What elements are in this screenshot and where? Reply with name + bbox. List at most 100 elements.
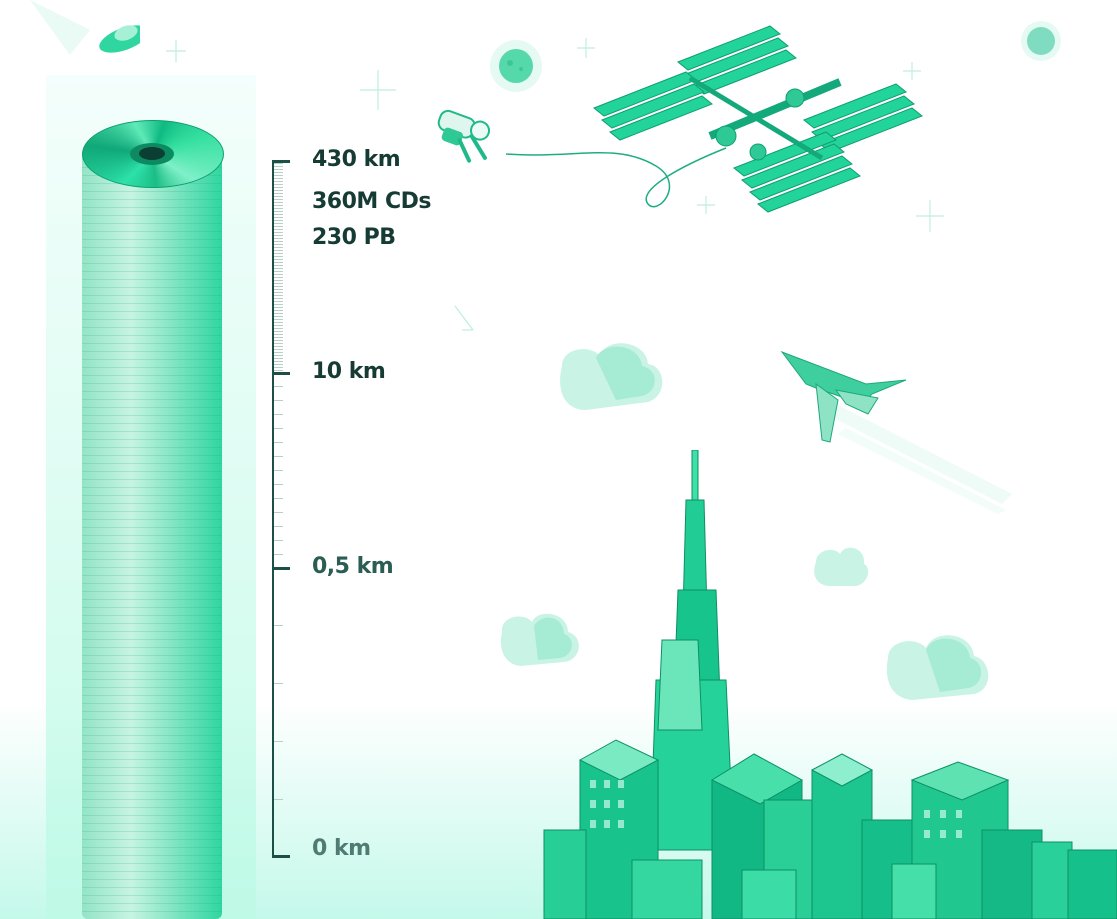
cloud-small-icon: [814, 547, 869, 586]
ruler-minor-tick: [274, 286, 283, 287]
label-10-km: 10 km: [312, 359, 386, 384]
planet-icon: [490, 40, 542, 92]
ruler-minor-tick: [274, 316, 283, 317]
ruler-minor-tick: [274, 428, 283, 429]
ruler-minor-tick: [274, 400, 283, 401]
ruler-minor-tick: [274, 175, 283, 176]
ruler-tick-0: [272, 855, 290, 858]
ruler-minor-tick: [274, 181, 283, 182]
cloud-right-icon: [886, 635, 989, 700]
ruler-minor-tick: [274, 386, 283, 387]
ruler-minor-tick: [274, 274, 283, 275]
ruler-minor-tick: [274, 211, 283, 212]
ruler-minor-tick: [274, 208, 283, 209]
ruler-minor-tick: [274, 456, 283, 457]
ruler-minor-tick: [274, 442, 283, 443]
ruler-minor-tick: [274, 322, 283, 323]
ruler-minor-tick: [274, 328, 283, 329]
ruler-minor-tick: [274, 229, 283, 230]
ruler-minor-tick: [274, 361, 283, 362]
ruler-minor-tick: [274, 367, 283, 368]
ruler-minor-tick: [274, 313, 283, 314]
ruler-minor-tick: [274, 247, 283, 248]
ruler-minor-tick: [274, 512, 283, 513]
ruler-minor-tick: [274, 346, 283, 347]
ruler-minor-tick: [274, 223, 283, 224]
ruler-minor-tick: [274, 298, 283, 299]
ruler-minor-tick: [274, 526, 283, 527]
ruler-minor-tick: [274, 220, 283, 221]
ruler-minor-tick: [274, 169, 283, 170]
cd-stack: [82, 152, 222, 919]
ruler-minor-tick: [274, 217, 283, 218]
ruler-minor-tick: [274, 187, 283, 188]
ruler-minor-tick: [274, 319, 283, 320]
ruler-minor-tick: [274, 214, 283, 215]
ruler-minor-tick: [274, 554, 283, 555]
ruler-minor-tick: [274, 256, 283, 257]
ruler-minor-tick: [274, 265, 283, 266]
ruler-minor-tick: [274, 355, 283, 356]
ruler-minor-tick: [274, 325, 283, 326]
ruler-minor-tick: [274, 283, 283, 284]
ruler-minor-tick: [274, 414, 283, 415]
ruler-minor-tick: [274, 310, 283, 311]
planet-small-icon: [1021, 21, 1061, 61]
ufo-icon: [30, 0, 140, 55]
ruler-minor-tick: [274, 196, 283, 197]
ruler-minor-tick: [274, 172, 283, 173]
ruler-minor-tick: [274, 470, 283, 471]
ruler-minor-tick: [274, 540, 283, 541]
ruler-minor-tick: [274, 238, 283, 239]
ruler-minor-tick: [274, 334, 283, 335]
ruler-minor-tick: [274, 226, 283, 227]
cloud-icon: [560, 343, 663, 410]
ruler-axis: [272, 160, 274, 858]
ruler-minor-tick: [274, 358, 283, 359]
ruler-minor-tick: [274, 250, 283, 251]
ruler-minor-tick: [274, 799, 283, 800]
ruler-minor-tick: [274, 178, 283, 179]
ruler-minor-tick: [274, 352, 283, 353]
ruler-minor-tick: [274, 193, 283, 194]
ruler-minor-tick: [274, 184, 283, 185]
cloud-left-icon: [500, 613, 579, 666]
ruler-minor-tick: [274, 625, 283, 626]
ruler-minor-tick: [274, 301, 283, 302]
ruler-minor-tick: [274, 337, 283, 338]
ruler-minor-tick: [274, 295, 283, 296]
ruler-minor-tick: [274, 232, 283, 233]
ruler-minor-tick: [274, 271, 283, 272]
ruler-minor-tick: [274, 244, 283, 245]
ruler-minor-tick: [274, 277, 283, 278]
ruler-minor-tick: [274, 741, 283, 742]
astronaut-icon: [437, 109, 727, 208]
ruler-minor-tick: [274, 349, 283, 350]
ruler-minor-tick: [274, 202, 283, 203]
ruler-minor-tick: [274, 498, 283, 499]
cd-hole: [139, 147, 165, 160]
ruler-minor-tick: [274, 289, 283, 290]
ruler-minor-tick: [274, 259, 283, 260]
ruler-tick-10: [272, 372, 290, 375]
ruler-minor-tick: [274, 364, 283, 365]
ruler-tick-430: [272, 160, 290, 163]
ruler-minor-tick: [274, 683, 283, 684]
ruler-minor-tick: [274, 343, 283, 344]
label-petabytes: 230 PB: [312, 225, 396, 250]
label-0-km: 0 km: [312, 836, 371, 861]
ruler-minor-tick: [274, 484, 283, 485]
ruler-minor-tick: [274, 370, 283, 371]
ruler-minor-tick: [274, 280, 283, 281]
ruler-tick-05: [272, 567, 290, 570]
ruler-minor-tick: [274, 199, 283, 200]
label-05-km: 0,5 km: [312, 554, 394, 579]
ruler-minor-tick: [274, 262, 283, 263]
label-cd-count: 360M CDs: [312, 189, 431, 214]
space-station-icon: [593, 25, 923, 213]
ruler-minor-tick: [274, 205, 283, 206]
ruler-minor-tick: [274, 331, 283, 332]
ruler-minor-tick: [274, 163, 283, 164]
